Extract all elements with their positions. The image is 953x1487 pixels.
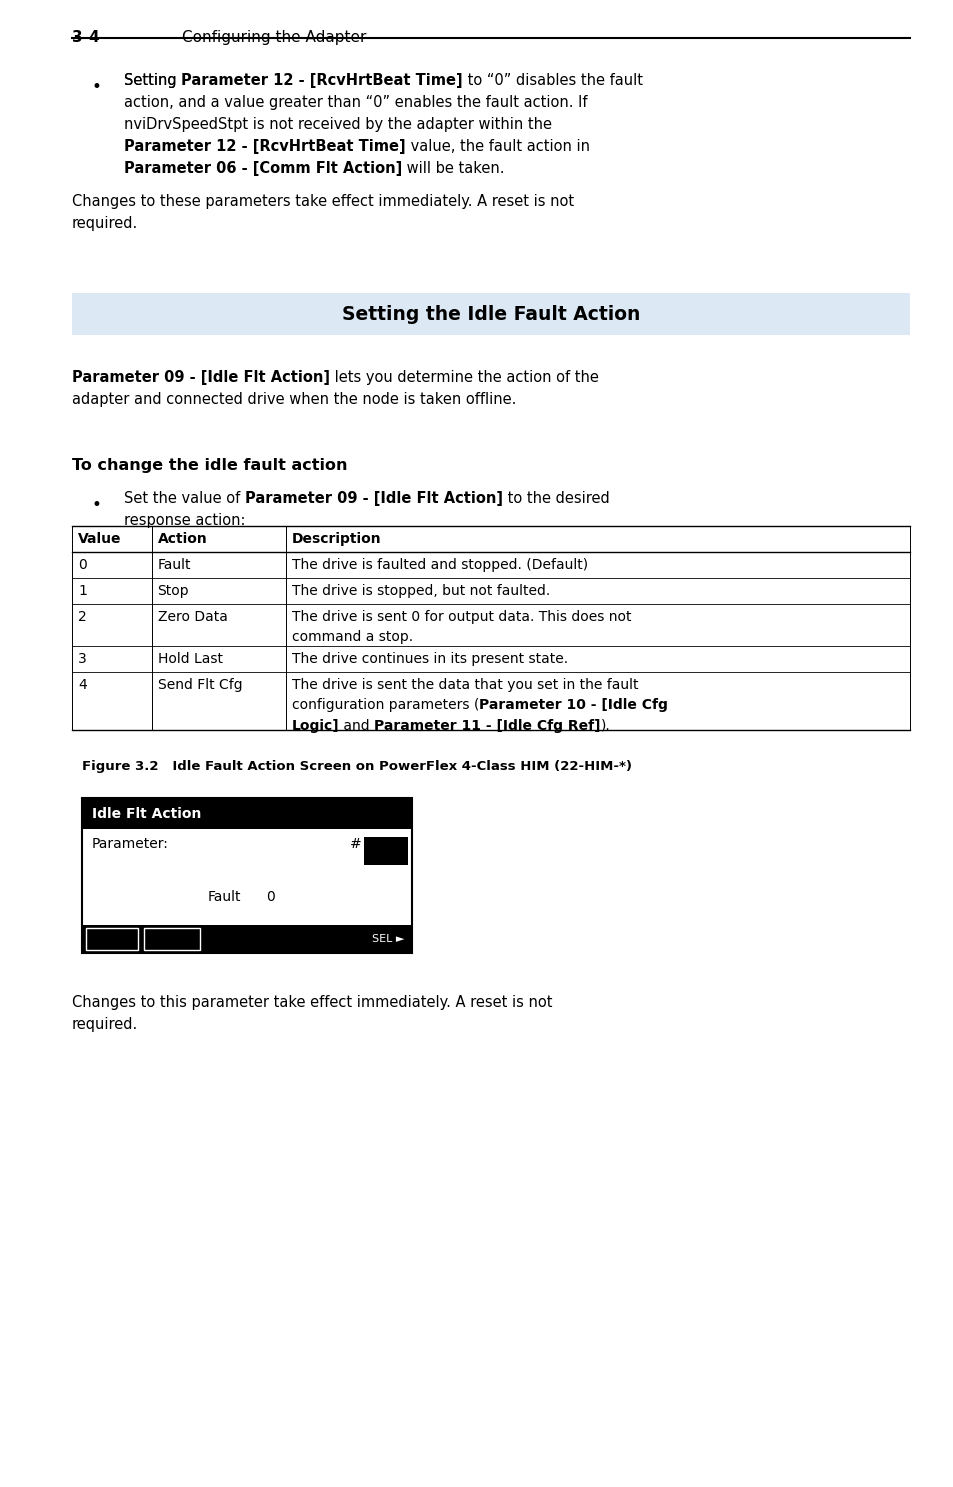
Text: 0: 0 bbox=[266, 891, 274, 904]
Text: Action: Action bbox=[157, 532, 207, 546]
Text: SEL ►: SEL ► bbox=[372, 934, 404, 944]
Text: adapter and connected drive when the node is taken offline.: adapter and connected drive when the nod… bbox=[71, 393, 516, 407]
Text: Parameter 09 - [Idle Flt Action]: Parameter 09 - [Idle Flt Action] bbox=[245, 491, 502, 506]
Text: Stop: Stop bbox=[157, 584, 189, 598]
Text: Send Flt Cfg: Send Flt Cfg bbox=[157, 678, 242, 693]
Text: Parameter 09 - [Idle Flt Action]: Parameter 09 - [Idle Flt Action] bbox=[71, 370, 330, 385]
Text: The drive continues in its present state.: The drive continues in its present state… bbox=[292, 653, 567, 666]
Text: •: • bbox=[91, 497, 102, 515]
Bar bbox=[144, 928, 200, 950]
Text: 2: 2 bbox=[78, 610, 87, 625]
Text: Parameter 12 - [RcvHrtBeat Time]: Parameter 12 - [RcvHrtBeat Time] bbox=[124, 138, 405, 155]
Text: The drive is sent 0 for output data. This does not: The drive is sent 0 for output data. Thi… bbox=[292, 610, 631, 625]
Text: To change the idle fault action: To change the idle fault action bbox=[71, 458, 347, 473]
Text: Logic]: Logic] bbox=[292, 718, 339, 733]
Text: command a stop.: command a stop. bbox=[292, 630, 413, 644]
Text: VALUE: VALUE bbox=[94, 934, 130, 944]
Text: 3: 3 bbox=[78, 653, 87, 666]
Text: Parameter 06 - [Comm Flt Action]: Parameter 06 - [Comm Flt Action] bbox=[124, 161, 402, 175]
Text: Description: Description bbox=[292, 532, 381, 546]
Text: response action:: response action: bbox=[124, 513, 245, 528]
Text: Hold Last: Hold Last bbox=[157, 653, 222, 666]
Text: The drive is sent the data that you set in the fault: The drive is sent the data that you set … bbox=[292, 678, 638, 693]
Text: lets you determine the action of the: lets you determine the action of the bbox=[330, 370, 598, 385]
Text: and: and bbox=[339, 718, 374, 733]
Bar bbox=[82, 925, 412, 953]
Text: The drive is faulted and stopped. (Default): The drive is faulted and stopped. (Defau… bbox=[292, 558, 587, 572]
Text: Idle Flt Action: Idle Flt Action bbox=[91, 807, 201, 821]
Text: Configuring the Adapter: Configuring the Adapter bbox=[182, 30, 366, 45]
Text: Changes to these parameters take effect immediately. A reset is not: Changes to these parameters take effect … bbox=[71, 193, 574, 210]
Text: ).: ). bbox=[600, 718, 610, 733]
Text: 3-4: 3-4 bbox=[71, 30, 99, 45]
Text: Parameter 11 - [Idle Cfg Ref]: Parameter 11 - [Idle Cfg Ref] bbox=[374, 718, 600, 733]
Text: Setting: Setting bbox=[124, 73, 181, 88]
Text: nviDrvSpeedStpt is not received by the adapter within the: nviDrvSpeedStpt is not received by the a… bbox=[124, 117, 552, 132]
Text: Fault: Fault bbox=[207, 891, 240, 904]
Text: will be taken.: will be taken. bbox=[402, 161, 504, 175]
Bar bbox=[364, 837, 408, 865]
Bar bbox=[82, 799, 412, 830]
Text: Value: Value bbox=[78, 532, 121, 546]
Text: •: • bbox=[91, 77, 102, 97]
Text: configuration parameters (: configuration parameters ( bbox=[292, 699, 478, 712]
Text: Setting the Idle Fault Action: Setting the Idle Fault Action bbox=[341, 305, 639, 324]
Text: LIMITS: LIMITS bbox=[153, 934, 190, 944]
Text: Parameter:: Parameter: bbox=[91, 837, 169, 851]
Text: Parameter 10 - [Idle Cfg: Parameter 10 - [Idle Cfg bbox=[478, 699, 667, 712]
Text: Set the value of: Set the value of bbox=[124, 491, 245, 506]
Bar bbox=[82, 799, 412, 953]
Text: The drive is stopped, but not faulted.: The drive is stopped, but not faulted. bbox=[292, 584, 549, 598]
Text: value, the fault action in: value, the fault action in bbox=[405, 138, 589, 155]
Text: Zero Data: Zero Data bbox=[157, 610, 227, 625]
Text: to the desired: to the desired bbox=[502, 491, 609, 506]
Text: required.: required. bbox=[71, 1017, 138, 1032]
Text: Parameter 12 - [RcvHrtBeat Time]: Parameter 12 - [RcvHrtBeat Time] bbox=[181, 73, 462, 88]
Text: to “0” disables the fault: to “0” disables the fault bbox=[462, 73, 642, 88]
Text: required.: required. bbox=[71, 216, 138, 230]
Text: 4: 4 bbox=[78, 678, 87, 693]
Bar bbox=[86, 928, 138, 950]
Text: Fault: Fault bbox=[157, 558, 191, 572]
Text: action, and a value greater than “0” enables the fault action. If: action, and a value greater than “0” ena… bbox=[124, 95, 587, 110]
Text: Changes to this parameter take effect immediately. A reset is not: Changes to this parameter take effect im… bbox=[71, 995, 552, 1010]
Text: 0: 0 bbox=[78, 558, 87, 572]
Text: 1: 1 bbox=[78, 584, 87, 598]
Text: #: # bbox=[350, 837, 361, 851]
Text: 009: 009 bbox=[373, 845, 398, 858]
Bar bbox=[71, 293, 909, 335]
Text: Setting: Setting bbox=[124, 73, 181, 88]
Text: Figure 3.2   Idle Fault Action Screen on PowerFlex 4-Class HIM (22-HIM-*): Figure 3.2 Idle Fault Action Screen on P… bbox=[82, 760, 631, 773]
